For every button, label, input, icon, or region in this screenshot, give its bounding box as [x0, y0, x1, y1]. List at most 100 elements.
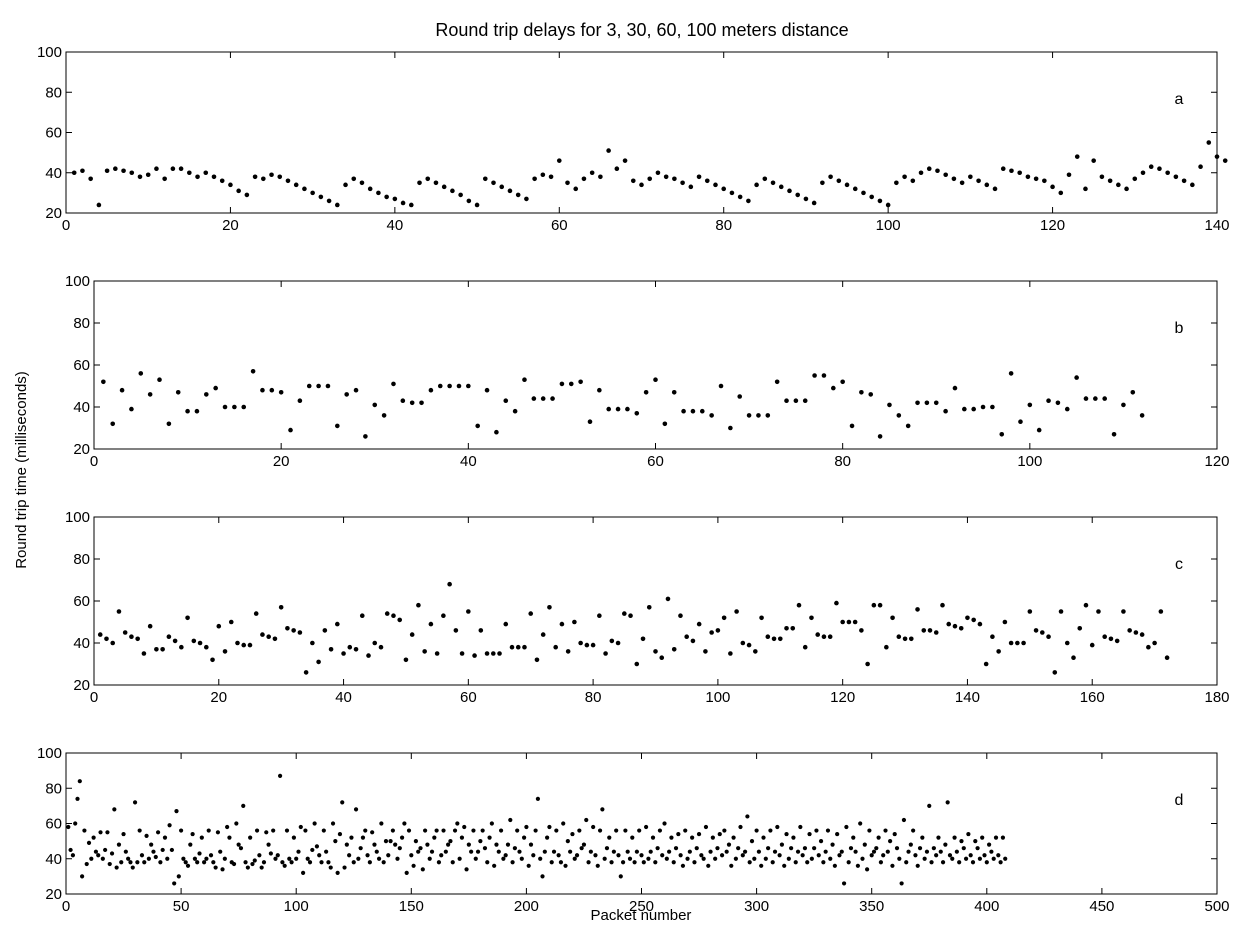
data-point: [795, 849, 801, 854]
data-point: [147, 623, 153, 629]
x-tick-label: 80: [715, 217, 732, 234]
data-point: [381, 413, 387, 418]
x-tick-label: 100: [284, 898, 309, 915]
x-tick-label: 180: [1204, 689, 1229, 706]
data-point: [515, 828, 520, 833]
data-point: [851, 835, 856, 840]
data-point: [721, 615, 727, 621]
data-point: [365, 853, 370, 858]
y-tick-label: 20: [73, 677, 90, 694]
data-point: [356, 856, 361, 861]
data-point: [1102, 634, 1107, 639]
data-point: [519, 856, 524, 861]
data-point: [75, 796, 80, 801]
data-point: [641, 860, 646, 865]
data-point: [179, 644, 184, 650]
data-point: [728, 425, 733, 431]
data-point: [278, 605, 284, 610]
data-point: [335, 423, 340, 429]
data-point: [376, 856, 382, 861]
data-point: [343, 182, 348, 188]
data-point: [597, 387, 602, 393]
panel-letter: d: [1175, 792, 1184, 809]
data-point: [418, 846, 423, 851]
data-point: [589, 170, 595, 176]
data-point: [475, 423, 480, 429]
data-point: [91, 835, 96, 840]
x-tick-label: 50: [173, 898, 190, 915]
data-point: [634, 849, 640, 854]
data-point: [1164, 655, 1170, 660]
data-points: [101, 369, 1145, 439]
data-point: [480, 828, 485, 833]
data-point: [736, 846, 741, 851]
y-tick-label: 40: [45, 165, 62, 182]
data-point: [264, 830, 269, 835]
data-point: [1074, 375, 1079, 380]
data-point: [1077, 626, 1083, 631]
data-point: [153, 854, 158, 860]
data-point: [485, 860, 490, 865]
data-point: [782, 863, 787, 868]
data-point: [952, 385, 958, 391]
data-point: [204, 856, 209, 861]
data-point: [434, 651, 440, 656]
data-point: [977, 621, 983, 627]
data-point: [756, 849, 762, 854]
data-point: [526, 863, 531, 868]
x-tick-label: 40: [335, 689, 352, 706]
data-point: [447, 383, 452, 389]
data-point: [846, 860, 851, 865]
data-point: [577, 828, 582, 833]
data-point: [342, 865, 347, 870]
data-point: [1096, 609, 1101, 614]
data-point: [248, 835, 253, 840]
data-point: [746, 642, 752, 648]
panel-letter: c: [1175, 556, 1183, 573]
data-point: [578, 379, 583, 385]
x-tick-label: 60: [647, 453, 664, 470]
data-point: [746, 413, 752, 418]
data-point: [871, 602, 877, 608]
data-point: [713, 856, 718, 861]
data-point: [254, 828, 260, 833]
data-point: [602, 856, 607, 861]
data-point: [137, 828, 142, 833]
data-point: [999, 432, 1005, 437]
data-point: [441, 613, 446, 618]
data-point: [561, 821, 566, 826]
data-point: [853, 849, 858, 854]
data-point: [160, 647, 165, 652]
data-point: [285, 626, 290, 631]
data-point: [770, 860, 775, 865]
data-point: [434, 828, 439, 833]
data-point: [1036, 427, 1042, 433]
data-point: [443, 849, 448, 854]
data-point: [662, 821, 667, 826]
data-point: [533, 828, 538, 833]
data-point: [344, 842, 349, 847]
data-point: [472, 653, 477, 658]
data-point: [510, 860, 515, 865]
data-point: [216, 623, 222, 629]
data-point: [688, 184, 694, 190]
data-point: [225, 824, 230, 830]
data-point: [662, 421, 668, 427]
data-point: [397, 846, 402, 851]
x-tick-label: 40: [460, 453, 477, 470]
data-point: [247, 642, 253, 648]
data-point: [894, 180, 899, 186]
data-point: [603, 651, 608, 656]
data-point: [204, 644, 209, 650]
data-point: [766, 846, 771, 851]
data-point: [238, 846, 244, 851]
data-point: [951, 176, 957, 182]
data-point: [275, 853, 280, 858]
data-point: [753, 649, 758, 654]
data-point: [653, 860, 658, 865]
data-point: [590, 642, 596, 648]
data-point: [1021, 640, 1026, 646]
data-point: [1000, 166, 1006, 172]
data-point: [383, 839, 389, 844]
data-point: [924, 849, 930, 854]
